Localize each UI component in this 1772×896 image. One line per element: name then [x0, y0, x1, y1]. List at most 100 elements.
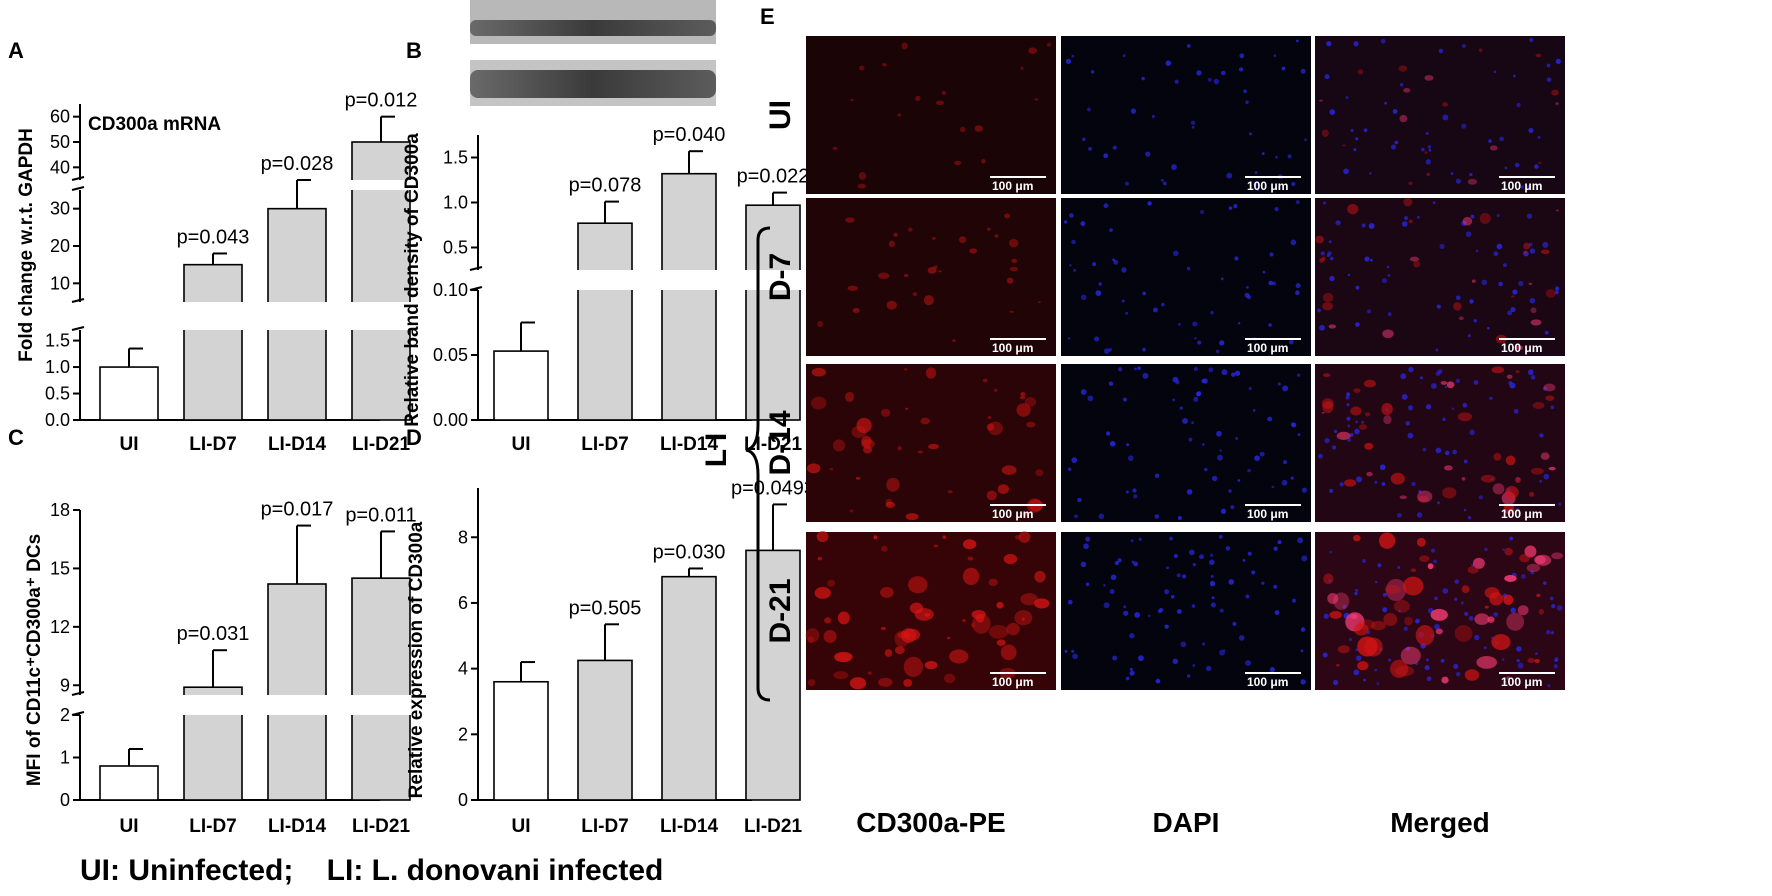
category-label: LI-D14 — [660, 434, 719, 455]
category-label: LI-D14 — [268, 434, 327, 455]
p-value-label: p=0.022 — [737, 166, 810, 188]
p-value-label: p=0.012 — [345, 90, 418, 112]
axis-break-mark — [71, 176, 85, 181]
micrograph-merged-d-14: 100 μm — [1315, 364, 1565, 522]
micrograph-cd300a-pe-ui: 100 μm — [806, 36, 1056, 194]
bar — [99, 765, 159, 801]
y-tick-label: 0.0 — [45, 410, 70, 430]
column-caption: CD300a-PE — [856, 807, 1005, 838]
axis-break-gap — [267, 695, 327, 715]
chart-c: 0129121518UIp=0.031LI-D7p=0.017LI-D14p=0… — [24, 499, 417, 837]
axis-break-mark — [71, 186, 85, 191]
category-label: UI — [512, 816, 531, 837]
p-value-label: p=0.040 — [653, 124, 726, 146]
axis-break-gap — [183, 302, 243, 330]
y-tick-label: 20 — [50, 236, 70, 256]
category-label: LI-D21 — [352, 434, 411, 455]
p-value-label: p=0.030 — [653, 541, 726, 563]
bar — [577, 659, 633, 801]
p-value-label: p=0.043 — [177, 226, 250, 248]
p-value-label: p=0.078 — [569, 175, 642, 197]
y-tick-label: 30 — [50, 199, 70, 219]
scale-bar-label: 100 μm — [1501, 507, 1542, 521]
panel-letter-e: E — [760, 4, 775, 29]
scale-bar-label: 100 μm — [992, 675, 1033, 689]
axis-break-mark — [71, 298, 85, 303]
category-label: UI — [120, 816, 139, 837]
micrograph-cd300a-pe-d-21: 100 μm — [805, 531, 1056, 690]
microscopy-grid: 100 μm 100 μm 100 μm UI 100 μm 100 μm 100 μm D-… — [700, 36, 1565, 838]
y-axis-label: Fold change w.r.t. GAPDH — [16, 128, 37, 362]
category-label: LI-D21 — [744, 434, 803, 455]
axis-break-gap — [351, 180, 411, 190]
y-tick-label: 0.10 — [433, 280, 468, 300]
chart-b: 0.00 0.05 0.10 0.5 1.0 1.5 UI p=0.078 LI-D7 p=0.0… — [402, 124, 809, 455]
bar — [493, 680, 549, 801]
y-tick-label: 18 — [50, 500, 70, 520]
axis-break-gap — [351, 302, 411, 330]
micrograph-cd300a-pe-d-7: 100 μm — [806, 198, 1056, 356]
y-tick-label: 4 — [458, 659, 468, 679]
y-tick-label: 15 — [50, 558, 70, 578]
bar — [183, 263, 243, 421]
category-label: LI-D7 — [581, 434, 629, 455]
micrograph-merged-ui: 100 μm — [1315, 36, 1565, 194]
group-brace — [745, 226, 771, 702]
axis-break-mark — [469, 266, 483, 271]
micrograph-cd300a-pe-d-14: 100 μm — [806, 364, 1056, 522]
category-label: LI-D7 — [581, 816, 629, 837]
category-label: LI-D14 — [660, 816, 719, 837]
y-axis-label: Relative band density of CD300a — [402, 133, 423, 427]
y-tick-label: 50 — [50, 132, 70, 152]
category-label: LI-D21 — [352, 816, 411, 837]
scale-bar-label: 100 μm — [992, 179, 1033, 193]
y-tick-label: 12 — [50, 617, 70, 637]
axis-break-gap — [267, 302, 327, 330]
column-caption: DAPI — [1153, 807, 1220, 838]
y-tick-label: 60 — [50, 107, 70, 127]
micrograph-merged-d-21: 100 μm — [1315, 532, 1565, 690]
legend-note: UI: Uninfected; LI: L. donovani infected — [80, 854, 663, 887]
y-tick-label: 10 — [50, 273, 70, 293]
micrograph-dapi-d-21: 100 μm — [1061, 532, 1311, 690]
micrograph-merged-d-7: 100 μm — [1315, 197, 1565, 356]
p-value-label: p=0.011 — [345, 504, 416, 526]
group-label: L I — [700, 433, 733, 467]
scale-bar-label: 100 μm — [1247, 675, 1288, 689]
y-tick-label: 0.05 — [433, 345, 468, 365]
category-label: LI-D7 — [189, 434, 237, 455]
bar — [745, 204, 801, 421]
bar — [267, 583, 327, 801]
chart-a: 0.0 0.5 1.0 1.5 10 20 30 40 50 60 UI p=0.043 LI-D7 p=… — [16, 90, 417, 455]
row-label: UI — [764, 100, 797, 130]
axis-break-gap — [661, 270, 717, 290]
y-tick-label: 2 — [458, 724, 468, 744]
scale-bar-label: 100 μm — [1501, 179, 1542, 193]
chart-d: 0 2 4 6 8 UI p=0.505 LI-D7 p=0.030 LI-D14 p=0.0493… — [406, 477, 815, 837]
bar — [493, 350, 549, 421]
y-tick-label: 1.0 — [443, 193, 468, 213]
p-value-label: p=0.028 — [261, 153, 334, 175]
micrograph-dapi-d-7: 100 μm — [1061, 198, 1311, 356]
inset-title: CD300a mRNA — [88, 114, 221, 135]
y-tick-label: 40 — [50, 157, 70, 177]
category-label: LI-D21 — [744, 816, 803, 837]
bar — [661, 172, 717, 421]
scale-bar-label: 100 μm — [992, 341, 1033, 355]
micrograph-dapi-d-14: 100 μm — [1061, 364, 1311, 522]
y-tick-label: 0.5 — [443, 238, 468, 258]
y-tick-label: 9 — [60, 675, 70, 695]
y-axis-label: Relative expression of CD300a — [406, 521, 427, 798]
y-tick-label: 1.5 — [45, 331, 70, 351]
scale-bar-label: 100 μm — [1247, 507, 1288, 521]
p-value-label: p=0.017 — [261, 499, 334, 521]
scale-bar-label: 100 μm — [1247, 179, 1288, 193]
bar — [99, 366, 159, 421]
y-tick-label: 1.5 — [443, 148, 468, 168]
western-blot — [470, 0, 716, 106]
bar — [661, 575, 717, 801]
panel-letter-d: D — [406, 425, 422, 450]
micrograph-dapi-ui: 100 μm — [1061, 36, 1311, 194]
axis-break-gap — [577, 270, 633, 290]
category-label: UI — [120, 434, 139, 455]
